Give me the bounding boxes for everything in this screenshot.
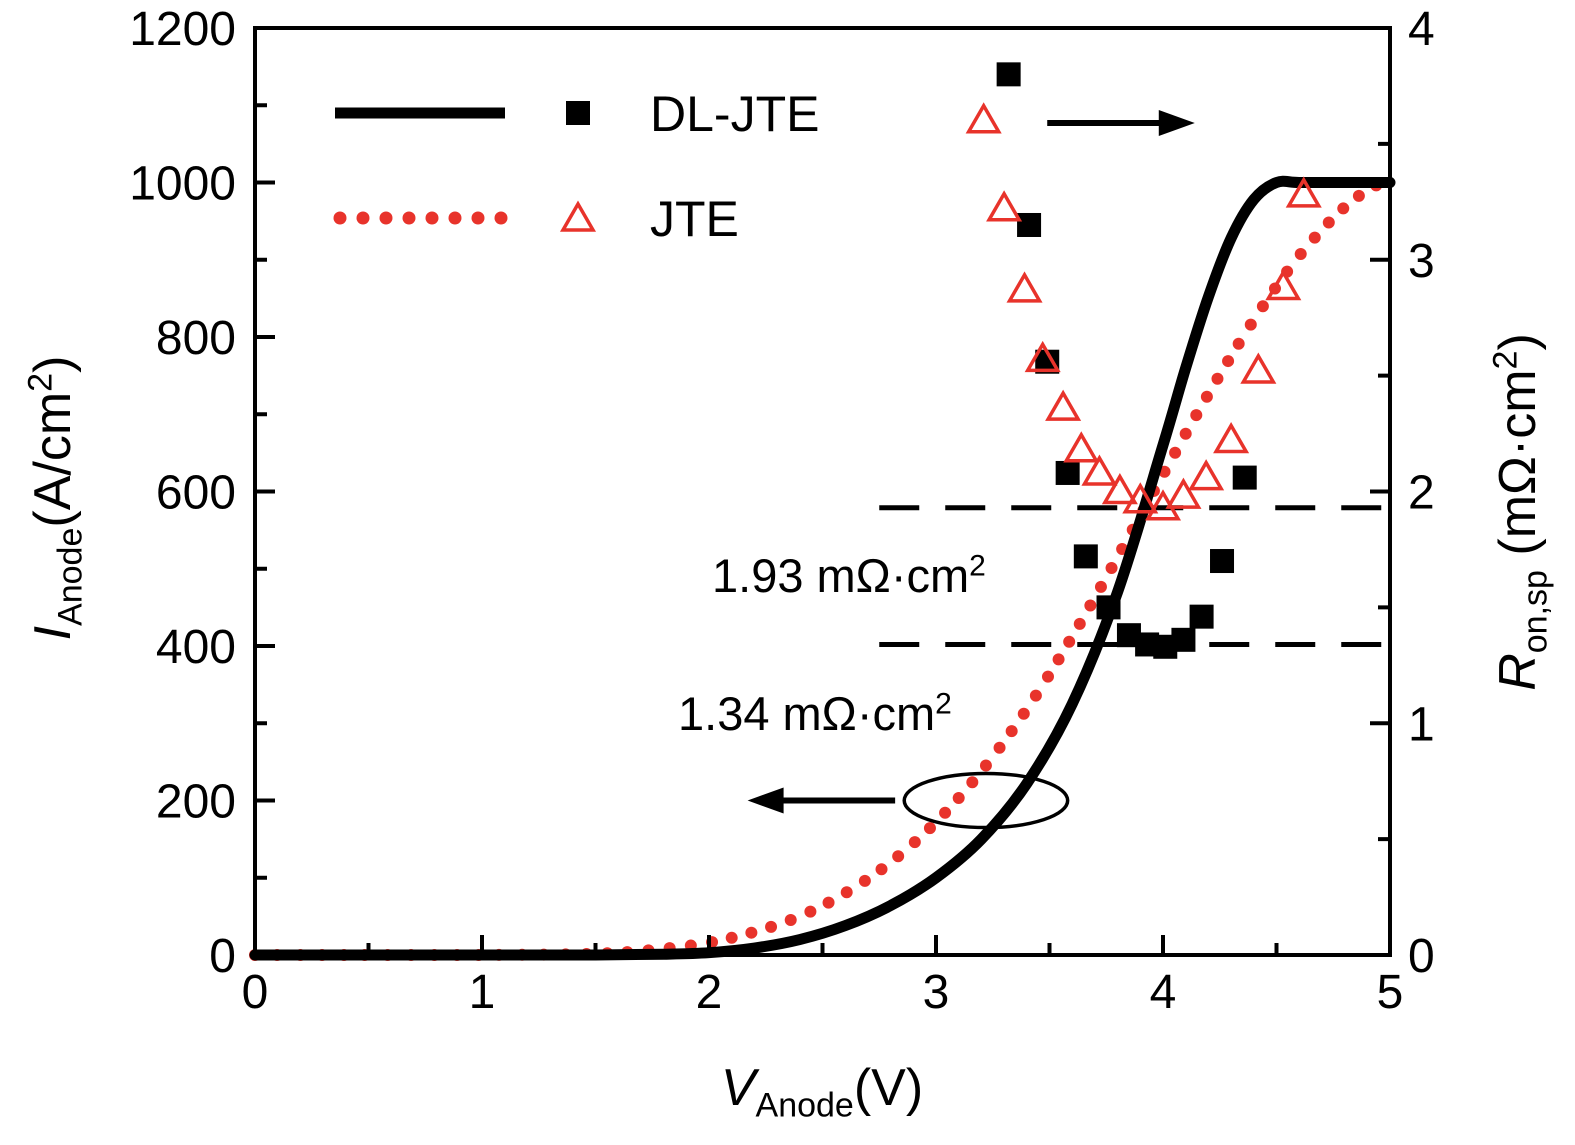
annotation-ronsp-jte-text: 1.93 mΩ·cm	[712, 549, 970, 602]
left-axis-title-unit-close: )	[23, 355, 82, 373]
left-axis-title: IAnode(A/cm2)	[22, 356, 91, 641]
left-axis-title-unit-open: (A/cm	[23, 391, 82, 528]
svg-text:5: 5	[1377, 966, 1404, 1019]
svg-text:600: 600	[156, 467, 236, 520]
legend-swatches	[333, 101, 597, 232]
series-dl-jte-ronsp	[996, 62, 1257, 659]
svg-text:1: 1	[469, 966, 496, 1019]
left-axis-title-sup: 2	[21, 372, 60, 392]
annotation-ronsp-dl-jte-text: 1.34 mΩ·cm	[678, 687, 936, 740]
svg-text:0: 0	[209, 930, 236, 983]
right-axis-title-unit-open: (mΩ·cm	[1488, 369, 1547, 571]
right-axis-title-sup: 2	[1486, 350, 1525, 370]
series-jte-ronsp	[965, 102, 1322, 521]
annotation-ronsp-jte-sup: 2	[969, 549, 986, 583]
annotation-ronsp-dl-jte-sup: 2	[935, 687, 952, 721]
svg-text:3: 3	[923, 966, 950, 1019]
right-axis-title-unit-close: )	[1488, 333, 1547, 351]
svg-text:0: 0	[242, 966, 269, 1019]
curve-callout-ellipse	[902, 771, 1070, 830]
right-axis-title-var: R	[1488, 653, 1547, 691]
reference-lines	[879, 505, 1390, 647]
x-axis-title: VAnode(V)	[721, 1058, 923, 1125]
svg-text:2: 2	[696, 966, 723, 1019]
axis-arrows	[747, 110, 1195, 814]
x-axis-title-sub: Anode	[755, 1086, 854, 1125]
x-axis-title-unit: (V)	[853, 1059, 924, 1117]
svg-text:0: 0	[1408, 930, 1435, 983]
right-axis-title-sub: on,sp	[1516, 570, 1555, 654]
annotation-ronsp-jte: 1.93 mΩ·cm2	[712, 548, 986, 603]
left-axis-title-sub: Anode	[51, 527, 90, 626]
legend-label-jte: JTE	[650, 191, 739, 247]
annotation-ronsp-dl-jte: 1.34 mΩ·cm2	[678, 686, 952, 741]
svg-text:800: 800	[156, 312, 236, 365]
svg-text:200: 200	[156, 776, 236, 829]
svg-text:1: 1	[1408, 698, 1435, 751]
svg-text:2: 2	[1408, 467, 1435, 520]
left-axis-title-var: I	[23, 625, 82, 641]
svg-text:400: 400	[156, 621, 236, 674]
svg-text:3: 3	[1408, 235, 1435, 288]
svg-text:1200: 1200	[129, 3, 236, 56]
svg-text:4: 4	[1408, 3, 1435, 56]
x-axis-title-var: V	[720, 1059, 756, 1117]
right-axis-title: Ron,sp (mΩ·cm2)	[1487, 333, 1556, 691]
svg-text:1000: 1000	[129, 158, 236, 211]
svg-text:4: 4	[1150, 966, 1177, 1019]
legend-label-dl-jte: DL-JTE	[650, 86, 819, 142]
